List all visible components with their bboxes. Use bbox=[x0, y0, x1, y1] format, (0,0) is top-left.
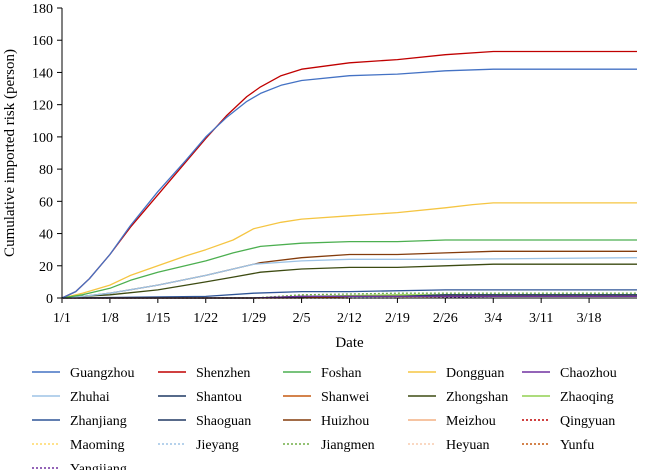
legend-item: Guangzhou bbox=[32, 366, 135, 381]
legend-item: Shantou bbox=[158, 390, 242, 405]
legend-label: Jieyang bbox=[196, 438, 239, 453]
legend-label: Shaoguan bbox=[196, 414, 251, 429]
legend-label: Dongguan bbox=[446, 366, 504, 381]
legend-label: Guangzhou bbox=[70, 366, 135, 381]
x-axis-ticks: 1/1 1/8 1/15 1/22 1/29 2/5 2/12 2/19 2/26 3/4 3/11… bbox=[53, 298, 602, 326]
series-line-zhanjiang bbox=[61, 289, 637, 299]
y-tick-label: 140 bbox=[32, 66, 53, 81]
legend-item: Zhanjiang bbox=[32, 414, 127, 429]
x-tick-label: 2/26 bbox=[433, 311, 458, 326]
legend-item: Shenzhen bbox=[158, 366, 250, 381]
legend-label: Zhuhai bbox=[70, 390, 110, 405]
legend-label: Zhanjiang bbox=[70, 414, 127, 429]
y-tick-label: 20 bbox=[39, 260, 53, 275]
legend-item: Shanwei bbox=[283, 390, 369, 405]
x-tick-label: 2/12 bbox=[337, 311, 362, 326]
legend-item: Foshan bbox=[283, 366, 361, 381]
legend-label: Foshan bbox=[321, 366, 361, 381]
series-line-guangzhou bbox=[61, 68, 637, 299]
y-tick-label: 80 bbox=[39, 163, 53, 178]
legend-label: Shanwei bbox=[321, 390, 369, 405]
y-tick-label: 0 bbox=[46, 292, 53, 307]
legend-item: Zhongshan bbox=[408, 390, 508, 405]
legend-item: Meizhou bbox=[408, 414, 496, 429]
legend-item: Chaozhou bbox=[522, 366, 617, 381]
x-tick-label: 2/19 bbox=[385, 311, 410, 326]
y-tick-label: 160 bbox=[32, 34, 53, 49]
legend-item: Zhuhai bbox=[32, 390, 110, 405]
legend-item: Maoming bbox=[32, 438, 124, 453]
legend-item: Huizhou bbox=[283, 414, 369, 429]
series-line-shenzhen bbox=[61, 50, 637, 299]
y-tick-label: 120 bbox=[32, 99, 53, 114]
legend-label: Zhaoqing bbox=[560, 390, 614, 405]
legend-label: Huizhou bbox=[321, 414, 369, 429]
legend: Guangzhou Shenzhen Foshan Dongguan Chaozhou Z… bbox=[32, 366, 617, 470]
x-tick-label: 3/18 bbox=[577, 311, 602, 326]
x-tick-label: 1/1 bbox=[53, 311, 71, 326]
legend-item: Dongguan bbox=[408, 366, 504, 381]
legend-label: Yangjiang bbox=[70, 462, 127, 470]
legend-item: Zhaoqing bbox=[522, 390, 614, 405]
y-tick-label: 180 bbox=[32, 2, 53, 17]
series-line-foshan bbox=[61, 239, 637, 299]
y-axis-title: Cumulative imported risk (person) bbox=[2, 49, 18, 257]
legend-label: Heyuan bbox=[446, 438, 490, 453]
x-tick-label: 1/22 bbox=[193, 311, 218, 326]
x-tick-label: 1/15 bbox=[145, 311, 170, 326]
legend-label: Yunfu bbox=[560, 438, 594, 453]
legend-label: Shenzhen bbox=[196, 366, 250, 381]
legend-item: Qingyuan bbox=[522, 414, 615, 429]
series-line-zhongshan bbox=[61, 263, 637, 299]
legend-item: Jiangmen bbox=[283, 438, 375, 453]
legend-item: Yunfu bbox=[522, 438, 594, 453]
legend-label: Shantou bbox=[196, 390, 242, 405]
y-axis-ticks: 0 20 40 60 80 100 120 140 160 180 bbox=[32, 2, 62, 307]
legend-label: Maoming bbox=[70, 438, 124, 453]
x-tick-label: 2/5 bbox=[293, 311, 311, 326]
legend-label: Qingyuan bbox=[560, 414, 615, 429]
x-tick-label: 1/29 bbox=[241, 311, 266, 326]
y-tick-label: 100 bbox=[32, 131, 53, 146]
series-lines bbox=[61, 50, 638, 299]
legend-label: Zhongshan bbox=[446, 390, 508, 405]
x-axis-title: Date bbox=[335, 335, 364, 351]
legend-item: Yangjiang bbox=[32, 462, 127, 470]
legend-label: Jiangmen bbox=[321, 438, 375, 453]
x-tick-label: 1/8 bbox=[101, 311, 119, 326]
legend-label: Meizhou bbox=[446, 414, 496, 429]
y-tick-label: 40 bbox=[39, 228, 53, 243]
legend-item: Shaoguan bbox=[158, 414, 251, 429]
x-tick-label: 3/4 bbox=[484, 311, 502, 326]
x-tick-label: 3/11 bbox=[529, 311, 553, 326]
series-line-dongguan bbox=[61, 202, 637, 299]
legend-label: Chaozhou bbox=[560, 366, 617, 381]
legend-item: Heyuan bbox=[408, 438, 490, 453]
legend-item: Jieyang bbox=[158, 438, 239, 453]
series-line-zhuhai bbox=[61, 257, 638, 299]
y-tick-label: 60 bbox=[39, 195, 53, 210]
